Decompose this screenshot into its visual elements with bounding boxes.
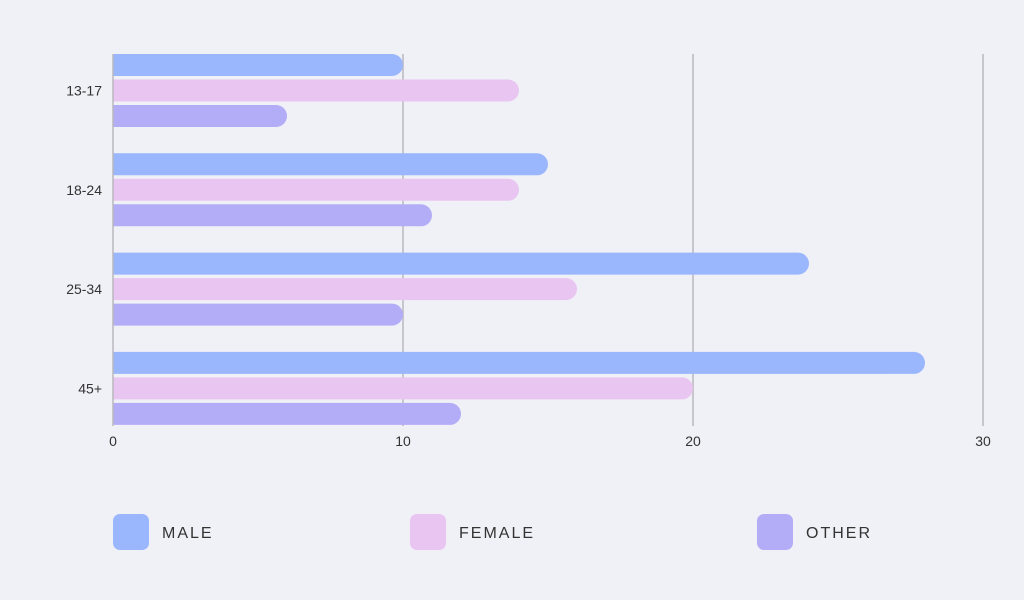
bar-female-18-24 xyxy=(113,178,519,201)
bar-other-13-17 xyxy=(113,105,287,127)
bar-male-18-24 xyxy=(113,153,548,176)
category-label-45+: 45+ xyxy=(78,380,102,396)
bar-other-45+ xyxy=(113,402,461,425)
bar-male-45+ xyxy=(113,351,925,374)
bar-female-13-17 xyxy=(113,79,519,102)
x-tick-label-0: 0 xyxy=(109,433,117,449)
x-tick-label-20: 20 xyxy=(685,433,701,449)
bar-other-25-34 xyxy=(113,303,403,326)
category-labels: 13-17 18-24 25-34 45+ xyxy=(66,83,102,397)
bar-female-45+ xyxy=(113,377,693,400)
legend-label-female: FEMALE xyxy=(459,525,535,542)
bars xyxy=(113,54,925,425)
legend: MALE FEMALE OTHER xyxy=(113,514,872,550)
bar-other-18-24 xyxy=(113,204,432,227)
category-label-25-34: 25-34 xyxy=(66,281,102,297)
x-tick-label-30: 30 xyxy=(975,433,991,449)
legend-swatch-male xyxy=(113,514,149,550)
legend-swatch-female xyxy=(410,514,446,550)
x-tick-label-10: 10 xyxy=(395,433,411,449)
bar-male-25-34 xyxy=(113,252,809,275)
bar-female-25-34 xyxy=(113,278,577,301)
x-tick-labels: 0 10 20 30 xyxy=(109,433,991,449)
legend-label-male: MALE xyxy=(162,525,214,542)
bar-male-13-17 xyxy=(113,54,403,76)
category-label-18-24: 18-24 xyxy=(66,182,102,198)
category-label-13-17: 13-17 xyxy=(66,83,102,99)
legend-label-other: OTHER xyxy=(806,525,872,542)
legend-swatch-other xyxy=(757,514,793,550)
